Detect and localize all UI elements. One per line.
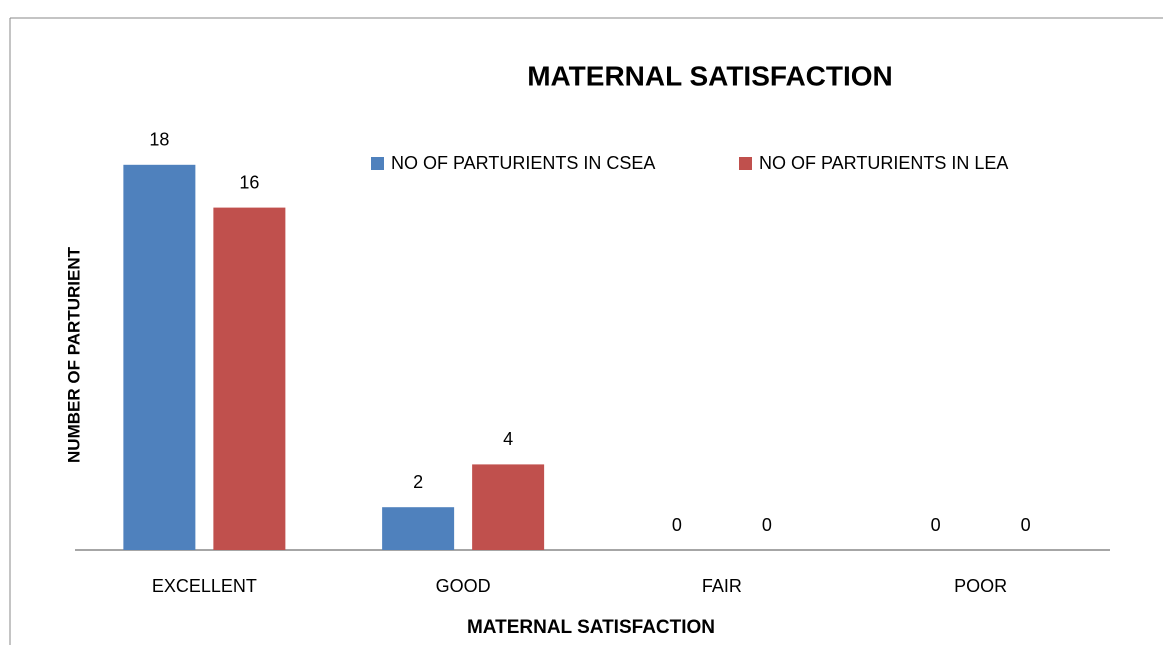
x-tick-label: GOOD (436, 576, 491, 596)
legend-label: NO OF PARTURIENTS IN LEA (759, 153, 1008, 173)
bar (123, 164, 196, 551)
chart-title: MATERNAL SATISFACTION (527, 60, 893, 91)
bar (382, 507, 455, 550)
bar (472, 464, 545, 550)
data-label: 0 (672, 515, 682, 535)
x-tick-label: POOR (954, 576, 1007, 596)
data-label: 16 (239, 172, 259, 192)
x-tick-label: EXCELLENT (152, 576, 257, 596)
data-label: 18 (149, 130, 169, 150)
legend-label: NO OF PARTURIENTS IN CSEA (391, 153, 655, 173)
legend-swatch (371, 157, 384, 170)
x-axis-label: MATERNAL SATISFACTION (467, 617, 715, 638)
legend-swatch (739, 157, 752, 170)
bar (213, 207, 286, 550)
y-axis-label: NUMBER OF PARTURIENT (64, 246, 83, 463)
data-label: 0 (762, 515, 772, 535)
data-label: 0 (931, 515, 941, 535)
data-label: 2 (413, 472, 423, 492)
data-label: 0 (1021, 515, 1031, 535)
data-label: 4 (503, 429, 513, 449)
x-tick-label: FAIR (702, 576, 742, 596)
